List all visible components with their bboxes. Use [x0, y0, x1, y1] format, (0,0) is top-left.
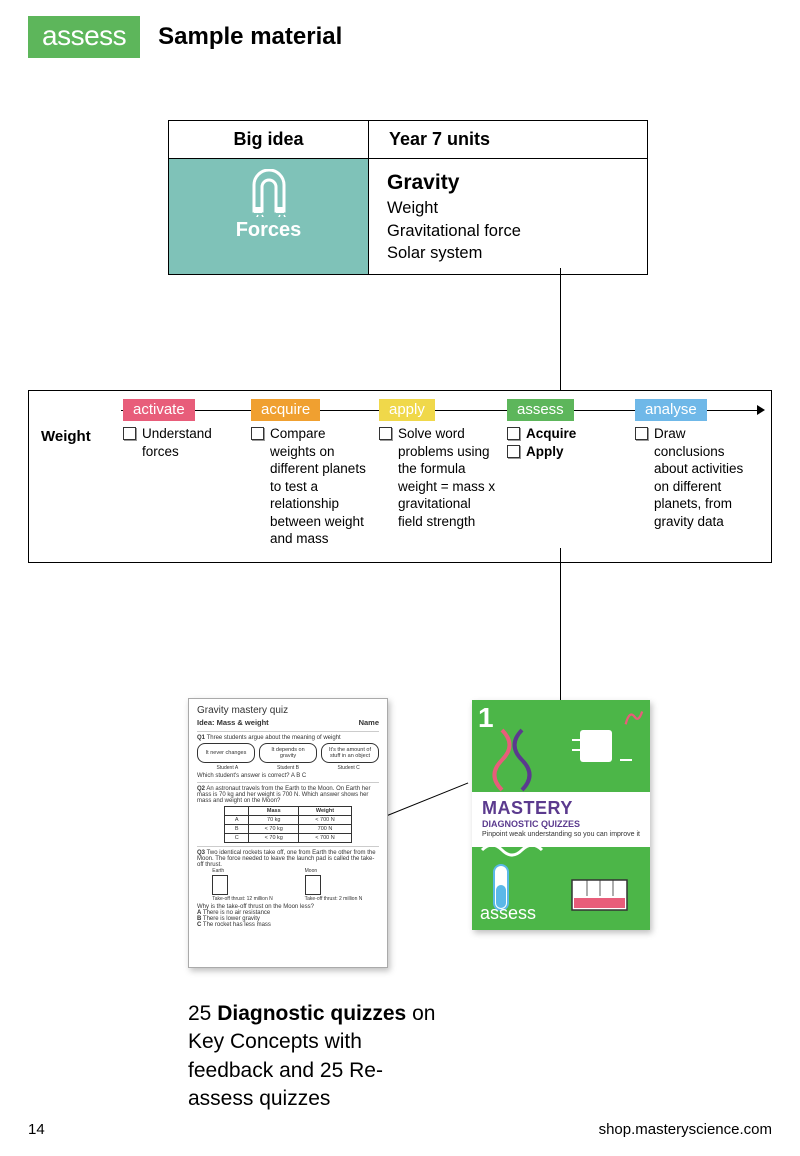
quiz-preview-thumbnail: Gravity mastery quiz Idea: Mass & weight…: [188, 698, 388, 968]
thrust-label: Take-off thrust: 2 million N: [305, 896, 363, 902]
stage-badge-activate: activate: [123, 399, 195, 421]
speech-bubble: It never changes: [197, 743, 255, 763]
mastery-footer-label: assess: [480, 903, 536, 924]
rocket-label: Earth: [212, 868, 273, 874]
logo-icon: [622, 706, 644, 728]
forces-label: Forces: [169, 219, 368, 242]
checkbox-item: Acquire: [507, 425, 625, 443]
rocket-icon: [305, 875, 321, 895]
stage-badge-apply: apply: [379, 399, 435, 421]
rocket-icon: [212, 875, 228, 895]
mastery-title: MASTERY: [482, 798, 640, 819]
quiz-idea: Idea: Mass & weight: [197, 718, 269, 727]
connector-line: [380, 782, 468, 819]
mastery-number: 1: [478, 702, 494, 734]
rocket-label: Moon: [305, 868, 363, 874]
speech-bubble: It's the amount of stuff in an object: [321, 743, 379, 763]
th-big-idea: Big idea: [169, 121, 369, 159]
checkbox-item: Apply: [507, 443, 625, 461]
q1-sub: Which student's answer is correct? A B C: [197, 773, 379, 779]
page-header: assess Sample material: [0, 0, 800, 58]
connector-line: [560, 268, 561, 390]
magnet-icon: [244, 169, 294, 217]
quiz-title: Gravity mastery quiz: [197, 705, 379, 716]
assess-badge: assess: [28, 16, 140, 58]
q1-text: Three students argue about the meaning o…: [207, 735, 341, 741]
speech-bubble: It depends on gravity: [259, 743, 317, 763]
arrow-icon: [757, 405, 765, 415]
stage-badge-acquire: acquire: [251, 399, 320, 421]
page-title: Sample material: [158, 23, 342, 51]
unit-topic: Gravitational force: [387, 220, 629, 242]
unit-topic: Weight: [387, 197, 629, 219]
stage-badge-assess: assess: [507, 399, 574, 421]
checkbox-item: Compare weights on different planets to …: [251, 425, 369, 548]
unit-topic: Solar system: [387, 242, 629, 264]
page-footer: 14 shop.masteryscience.com: [28, 1121, 772, 1138]
page-number: 14: [28, 1121, 45, 1138]
q3-option: The rocket has less mass: [203, 922, 271, 928]
forces-cell: Forces: [169, 159, 369, 274]
mastery-card-thumbnail: 1 MASTERY DIAGNOSTIC QUIZZES Pinpoint we…: [472, 700, 650, 930]
mastery-band: MASTERY DIAGNOSTIC QUIZZES Pinpoint weak…: [472, 792, 650, 847]
bottom-bold: Diagnostic quizzes: [217, 1002, 406, 1025]
mastery-tagline: Pinpoint weak understanding so you can i…: [482, 831, 640, 839]
bottom-description: 25 Diagnostic quizzes on Key Concepts wi…: [188, 1000, 448, 1113]
thrust-label: Take-off thrust: 12 million N: [212, 896, 273, 902]
student-label: Student A: [197, 765, 258, 771]
student-label: Student C: [318, 765, 379, 771]
bottom-count: 25: [188, 1002, 211, 1025]
checkbox-item: Solve word problems using the formula we…: [379, 425, 497, 530]
th-year7: Year 7 units: [369, 121, 647, 159]
mastery-subtitle: DIAGNOSTIC QUIZZES: [482, 819, 640, 829]
stage-badges-row: activate acquire apply assess analyse: [41, 401, 759, 419]
student-label: Student B: [258, 765, 319, 771]
checkbox-item: Draw conclusions about activities on dif…: [635, 425, 753, 530]
stages-box: activate acquire apply assess analyse We…: [28, 390, 772, 563]
unit-title: Gravity: [387, 169, 629, 197]
q2-text: An astronaut travels from the Earth to t…: [197, 786, 370, 804]
stage-row-label: Weight: [41, 425, 119, 548]
stage-badge-analyse: analyse: [635, 399, 707, 421]
checkbox-item: Understand forces: [123, 425, 241, 460]
q3-text: Two identical rockets take off, one from…: [197, 850, 376, 868]
footer-url: shop.masteryscience.com: [599, 1121, 772, 1138]
quiz-name-label: Name: [359, 718, 379, 727]
stage-content-row: Weight Understand forces Compare weights…: [41, 425, 759, 548]
q2-table: MassWeight A70 kg< 700 N B< 70 kg700 N C…: [224, 806, 351, 843]
unit-cell: Gravity Weight Gravitational force Solar…: [369, 159, 647, 274]
big-idea-table: Big idea Year 7 units Forces Gravity Wei…: [168, 120, 648, 275]
